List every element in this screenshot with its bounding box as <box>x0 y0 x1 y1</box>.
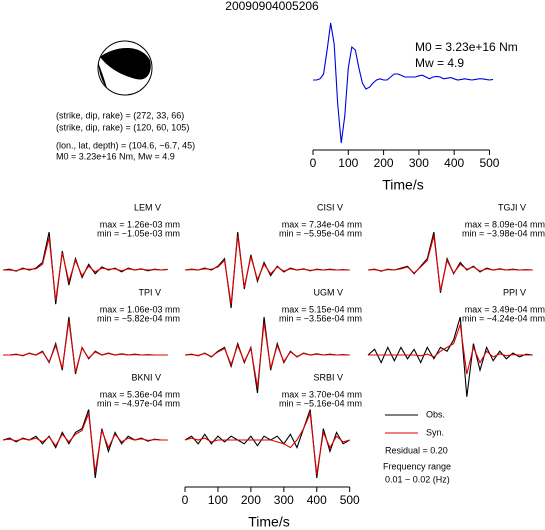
waveform-line <box>2 409 168 479</box>
min-label: min = −5.82e-04 mm <box>97 313 180 323</box>
max-label: max = 5.36e-04 mm <box>100 389 180 399</box>
station-label: CISI V <box>317 202 343 212</box>
station-label: BKNI V <box>131 372 161 382</box>
station-label: TGJI V <box>498 202 526 212</box>
waveform-line <box>184 409 350 479</box>
waveform-line <box>184 322 350 388</box>
waveform-line <box>3 320 168 373</box>
source-info: (strike, dip, rake) = (272, 33, 66) <box>56 110 184 120</box>
x-axis-label: Time/s <box>382 177 423 193</box>
min-label: min = −1.05e-03 mm <box>97 228 180 238</box>
x-tick-label: 200 <box>241 493 261 507</box>
waveform-line <box>184 411 350 475</box>
x-tick-label: 100 <box>338 156 358 170</box>
max-label: max = 1.06e-03 mm <box>100 304 180 314</box>
beachball <box>97 40 153 96</box>
waveform-line <box>3 316 168 375</box>
x-tick-label: 500 <box>340 493 360 507</box>
min-label: min = −5.16e-04 mm <box>279 398 362 408</box>
station-label: LEM V <box>134 202 161 212</box>
figure-title: 20090904005206 <box>225 0 319 13</box>
x-axis-label: Time/s <box>248 514 289 530</box>
frequency-label: Frequency range <box>383 461 451 471</box>
residual: Residual = 0.20 <box>385 445 448 455</box>
max-label: max = 5.15e-04 mm <box>282 304 362 314</box>
annotation: M0 = 3.23e+16 Nm <box>415 40 518 54</box>
legend-label: Syn. <box>426 427 444 437</box>
station-label: TPI V <box>138 287 161 297</box>
x-tick-label: 200 <box>374 156 394 170</box>
min-label: min = −4.24e-04 mm <box>462 313 545 323</box>
x-tick-label: 400 <box>444 156 464 170</box>
min-label: min = −4.97e-04 mm <box>97 398 180 408</box>
max-label: max = 3.70e-04 mm <box>282 389 362 399</box>
waveform-line <box>313 22 494 144</box>
min-label: min = −3.98e-04 mm <box>462 228 545 238</box>
frequency-range: 0.01 − 0.02 (Hz) <box>385 474 450 484</box>
x-tick-label: 0 <box>182 493 189 507</box>
source-info: M0 = 3.23e+16 Nm, Mw = 4.9 <box>56 151 175 161</box>
min-label: min = −5.95e-04 mm <box>279 228 362 238</box>
waveform-line <box>367 316 533 397</box>
waveform-line <box>368 324 533 375</box>
max-label: max = 7.34e-04 mm <box>282 219 362 229</box>
x-tick-label: 100 <box>208 493 228 507</box>
source-info: (lon., lat, depth) = (104.6, −6.7, 45) <box>56 140 195 150</box>
waveform-line <box>367 235 533 292</box>
station-label: PPI V <box>503 287 526 297</box>
waveform-line <box>184 235 350 305</box>
min-label: min = −3.56e-04 mm <box>279 313 362 323</box>
max-label: max = 3.49e-04 mm <box>465 304 545 314</box>
legend-label: Obs. <box>426 409 445 419</box>
x-tick-label: 300 <box>409 156 429 170</box>
annotation: Mw = 4.9 <box>415 56 464 70</box>
station-label: UGM V <box>313 287 343 297</box>
waveform-line <box>367 231 533 293</box>
waveform-line <box>2 413 168 473</box>
source-info: (strike, dip, rake) = (120, 60, 105) <box>56 122 189 132</box>
station-label: SRBI V <box>313 372 343 382</box>
waveform-line <box>3 237 168 301</box>
max-label: max = 1.26e-03 mm <box>100 219 180 229</box>
x-tick-label: 300 <box>274 493 294 507</box>
max-label: max = 8.09e-04 mm <box>465 219 545 229</box>
x-tick-label: 400 <box>307 493 327 507</box>
x-tick-label: 500 <box>479 156 499 170</box>
x-tick-label: 0 <box>310 156 317 170</box>
